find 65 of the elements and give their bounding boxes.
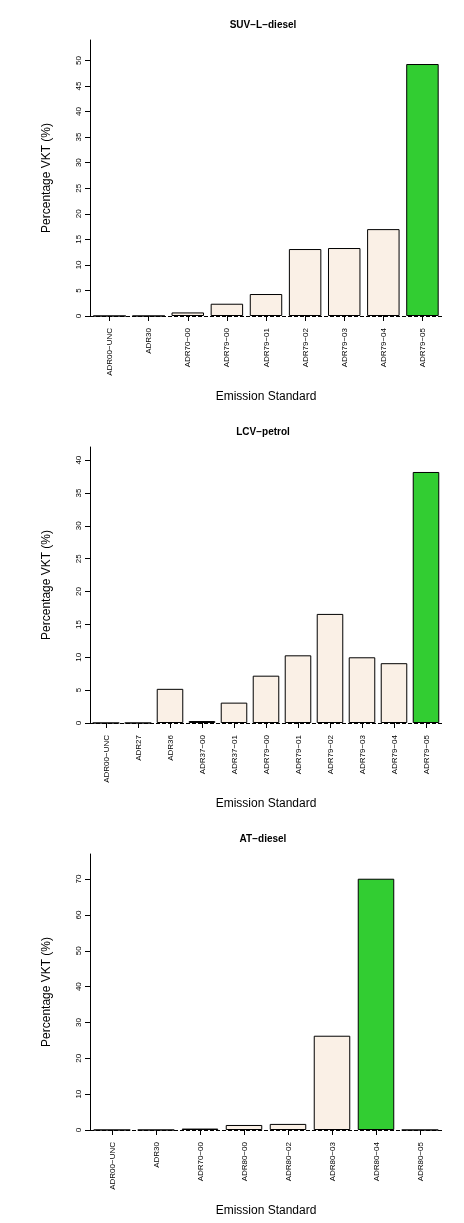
- x-axis-title: Emission Standard: [215, 1203, 317, 1217]
- x-tick-label: ADR00−UNC: [105, 327, 115, 376]
- x-tick-label: ADR80−00: [239, 1141, 249, 1182]
- y-tick-label: 10: [73, 652, 83, 662]
- y-tick-label: 40: [73, 981, 83, 992]
- y-tick-label: 0: [73, 720, 83, 726]
- y-tick-label: 50: [73, 55, 83, 65]
- y-tick-label: 25: [73, 553, 83, 564]
- y-tick-label: 0: [73, 1127, 83, 1133]
- y-tick-label: 20: [73, 1053, 83, 1063]
- x-tick-label: ADR79−03: [357, 734, 367, 775]
- x-tick-label: ADR27: [133, 734, 143, 761]
- x-tick-label: ADR79−04: [389, 734, 399, 775]
- y-tick-label: 60: [73, 909, 83, 920]
- x-axis-title: Emission Standard: [215, 389, 317, 403]
- y-tick-label: 20: [73, 208, 83, 219]
- x-tick-label: ADR80−05: [415, 1141, 425, 1182]
- y-tick-label: 10: [73, 1089, 83, 1099]
- x-tick-label: ADR80−04: [371, 1141, 381, 1182]
- y-tick-label: 35: [73, 132, 83, 142]
- y-tick-label: 40: [73, 455, 83, 465]
- y-tick-label: 50: [73, 945, 83, 956]
- y-tick-label: 45: [73, 81, 83, 91]
- y-tick-label: 30: [73, 520, 83, 531]
- x-tick-label: ADR00−UNC: [107, 1141, 117, 1190]
- x-tick-label: ADR79−02: [325, 734, 335, 775]
- y-tick-label: 40: [73, 106, 83, 117]
- x-tick-label: ADR37−01: [229, 734, 239, 775]
- chart-title: LCV−petrol: [236, 425, 291, 437]
- x-tick-label: ADR80−03: [327, 1141, 337, 1182]
- y-tick-label: 20: [73, 586, 83, 597]
- x-tick-label: ADR36: [165, 734, 175, 761]
- x-tick-label: ADR37−00: [197, 734, 207, 775]
- y-tick-label: 10: [73, 259, 83, 270]
- y-axis-title: Percentage VKT (%): [39, 530, 53, 640]
- chart-title: AT−diesel: [239, 832, 287, 844]
- y-axis-title: Percentage VKT (%): [39, 937, 53, 1047]
- y-tick-label: 35: [73, 488, 83, 498]
- y-tick-label: 30: [73, 157, 83, 168]
- x-tick-label: ADR00−UNC: [101, 734, 111, 783]
- y-tick-label: 30: [73, 1017, 83, 1027]
- x-tick-label: ADR79−05: [417, 327, 427, 368]
- y-tick-label: 15: [73, 619, 83, 629]
- x-tick-label: ADR79−03: [339, 327, 349, 368]
- x-tick-label: ADR79−02: [300, 327, 310, 368]
- x-tick-label: ADR79−01: [293, 734, 303, 775]
- x-tick-label: ADR30: [144, 327, 154, 354]
- y-axis-title: Percentage VKT (%): [39, 123, 53, 233]
- y-tick-label: 25: [73, 183, 83, 193]
- y-tick-label: 15: [73, 234, 83, 244]
- x-tick-label: ADR70−00: [183, 327, 193, 368]
- x-tick-label: ADR79−01: [261, 327, 271, 368]
- x-axis-title: Emission Standard: [215, 796, 317, 810]
- chart-title: SUV−L−diesel: [229, 18, 297, 30]
- x-tick-label: ADR70−00: [195, 1141, 205, 1182]
- y-tick-label: 70: [73, 874, 83, 884]
- x-tick-label: ADR79−00: [261, 734, 271, 775]
- x-tick-label: ADR30: [151, 1141, 161, 1168]
- x-tick-label: ADR79−04: [378, 327, 388, 368]
- x-tick-label: ADR79−05: [421, 734, 431, 775]
- x-tick-label: ADR79−00: [222, 327, 232, 368]
- x-tick-label: ADR80−02: [283, 1141, 293, 1182]
- y-tick-label: 5: [73, 687, 83, 693]
- y-tick-label: 5: [73, 287, 83, 293]
- y-tick-label: 0: [73, 313, 83, 319]
